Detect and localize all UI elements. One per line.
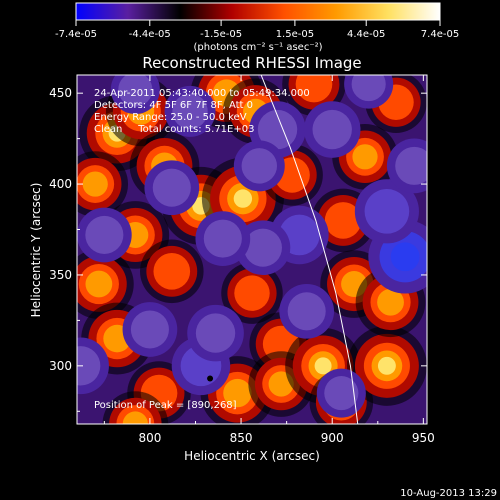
colorbar-tick-label: 1.5e-05 <box>276 29 314 40</box>
heatmap-source <box>110 75 160 115</box>
heatmap-source <box>140 239 204 304</box>
colorbar-tick-label: 4.4e-05 <box>347 29 385 40</box>
colorbar-tick-label: -1.5e-05 <box>200 29 242 40</box>
heatmap-source <box>279 283 335 339</box>
y-axis-label: Heliocentric Y (arcsec) <box>29 183 43 318</box>
plot-area <box>77 75 427 424</box>
heatmap-source <box>354 179 419 244</box>
footer-timestamp: 10-Aug-2013 13:29 <box>400 488 497 499</box>
annotation-energy-range: Energy Range: 25.0 - 50.0 keV <box>94 112 247 123</box>
colorbar-unit-label: (photons cm⁻² s⁻¹ asec⁻²) <box>193 42 322 53</box>
heatmap-source <box>77 337 109 395</box>
colorbar-tick-label: -4.4e-05 <box>129 29 171 40</box>
heatmap-source <box>368 219 427 294</box>
colorbar-ticks: -7.4e-05 -4.4e-05 -1.5e-05 1.5e-05 4.4e-05 7.… <box>55 20 459 40</box>
annotation-total-counts: Clean Total counts: 5.71E+03 <box>94 124 254 135</box>
heatmap-source <box>386 138 427 194</box>
heatmap-source <box>102 391 169 424</box>
heatmap-source <box>122 302 178 357</box>
y-tick-label: 400 <box>49 177 72 191</box>
annotation-block: 24-Apr-2011 05:43:40.000 to 05:49:34.000… <box>94 88 310 135</box>
peak-marker <box>207 375 214 382</box>
heatmap-source <box>77 207 132 263</box>
heatmap-source <box>332 123 398 190</box>
colorbar-tick-label: 7.4e-05 <box>421 29 459 40</box>
heatmap-source <box>221 262 283 324</box>
y-tick-label: 450 <box>49 86 72 100</box>
plot-frame <box>76 74 428 425</box>
heatmap-source <box>187 304 244 362</box>
heatmap-source <box>195 211 251 266</box>
heatmap-source <box>77 151 129 217</box>
heatmap-source <box>144 160 200 216</box>
colorbar-gradient <box>75 2 441 21</box>
x-tick-label: 850 <box>230 431 253 445</box>
heatmap-source <box>77 249 134 319</box>
x-tick-label: 800 <box>138 431 161 445</box>
x-tick-label: 900 <box>321 431 344 445</box>
y-tick-label: 350 <box>49 268 72 282</box>
heatmap-source <box>233 140 285 192</box>
x-axis-label: Heliocentric X (arcsec) <box>184 449 320 463</box>
colorbar-tick-label: -7.4e-05 <box>55 29 97 40</box>
peak-position-label: Position of Peak = [890,268] <box>94 400 237 411</box>
dark-spot <box>207 375 214 382</box>
heatmap-source <box>346 325 427 406</box>
colorbar: -7.4e-05 -4.4e-05 -1.5e-05 1.5e-05 4.4e-05 7.… <box>55 2 459 53</box>
heatmap-source <box>344 75 394 109</box>
solar-limb-line <box>260 75 359 424</box>
chart-title: Reconstructed RHESSI Image <box>142 54 361 72</box>
annotation-time-range: 24-Apr-2011 05:43:40.000 to 05:49:34.000 <box>94 88 310 99</box>
axis-ticks: 800 850 900 950 300 350 400 450 <box>49 75 435 445</box>
x-tick-label: 950 <box>412 431 435 445</box>
heatmap-source <box>303 101 361 158</box>
y-tick-label: 300 <box>49 359 72 373</box>
heatmap-source <box>316 368 366 418</box>
heatmap-source <box>164 85 216 137</box>
annotation-detectors: Detectors: 4F 5F 6F 7F 8F, Att 0 <box>94 100 253 111</box>
